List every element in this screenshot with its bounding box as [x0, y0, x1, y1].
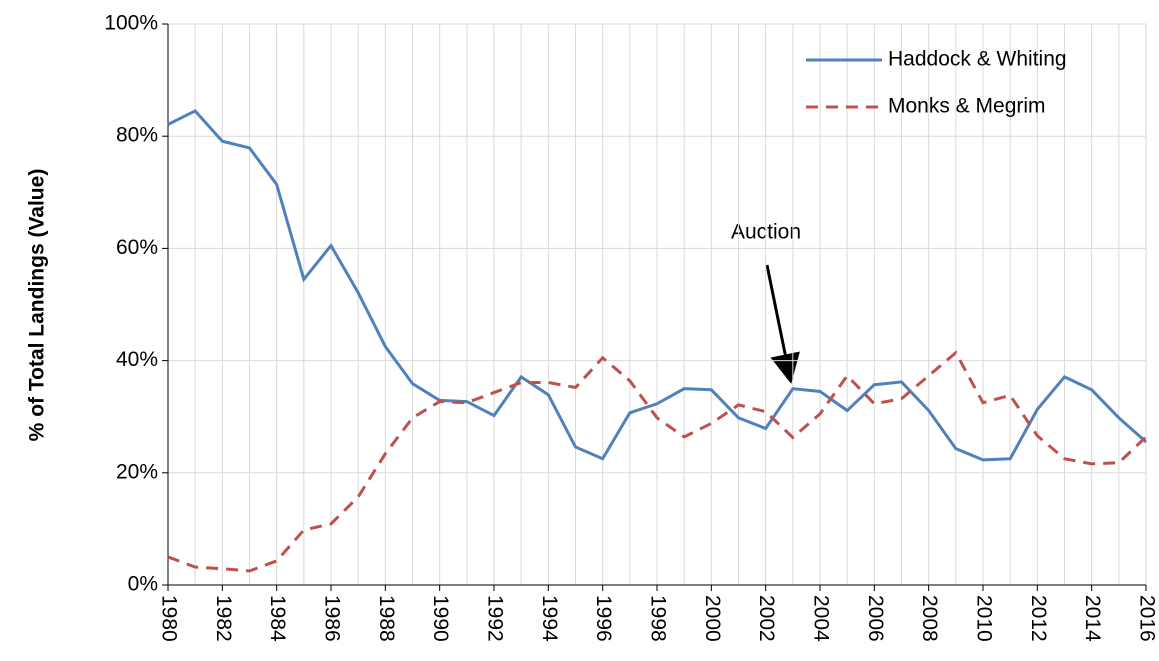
x-tick-label: 2014: [1081, 595, 1104, 642]
x-tick-label: 1980: [157, 595, 180, 642]
x-tick-label: 2000: [701, 595, 724, 642]
series-line: [167, 109, 1147, 462]
x-tick-label: 1986: [320, 595, 343, 642]
y-tick-label: 40%: [116, 348, 158, 371]
x-tick-label: 2010: [972, 595, 995, 642]
annotation-arrow: [765, 264, 800, 384]
x-tick-label: 1992: [483, 595, 506, 642]
x-tick-label: 2016: [1135, 595, 1158, 642]
x-tick-label: 1996: [592, 595, 615, 642]
y-tick-label: 100%: [104, 12, 158, 35]
y-tick-label: 80%: [116, 124, 158, 147]
x-tick-label: 2008: [918, 595, 941, 642]
x-tick-label: 1998: [646, 595, 669, 642]
x-tick-label: 2006: [864, 595, 887, 642]
y-tick-label: 0%: [128, 573, 158, 596]
x-tick-label: 2004: [809, 595, 832, 642]
x-tick-label: 1990: [429, 595, 452, 642]
y-tick-label: 60%: [116, 236, 158, 259]
x-tick-label: 1988: [375, 595, 398, 642]
x-tick-label: 1982: [212, 595, 235, 642]
x-tick-label: 2002: [755, 595, 778, 642]
x-tick-label: 2012: [1027, 595, 1050, 642]
x-tick-label: 1994: [538, 595, 561, 642]
y-tick-label: 20%: [116, 460, 158, 483]
legend-label: Monks & Megrim: [888, 95, 1046, 118]
legend-label: Haddock & Whiting: [888, 48, 1067, 71]
series-line: [167, 350, 1148, 573]
y-axis-label: % of Total Landings (Value): [26, 169, 49, 442]
x-tick-label: 1984: [266, 595, 289, 642]
